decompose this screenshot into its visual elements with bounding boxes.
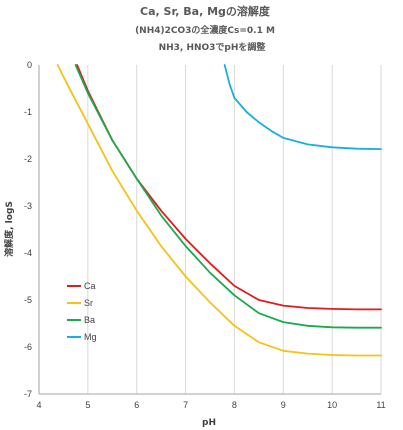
series-line-ba — [74, 64, 382, 329]
legend-label-sr: Sr — [84, 298, 93, 308]
y-tick-label-2: -2 — [24, 154, 32, 164]
legend-label-mg: Mg — [84, 332, 97, 342]
y-tick-labels: 0 -1 -2 -3 -4 -5 -6 -7 — [24, 60, 32, 399]
x-axis-label: pH — [202, 418, 216, 428]
y-tick-label-3: -3 — [24, 201, 32, 211]
chart-title: Ca, Sr, Ba, Mgの溶解度 — [140, 4, 271, 18]
y-tick-label-4: -4 — [24, 248, 32, 258]
chart-subtitle-1: (NH4)2CO3の全濃度Cs=0.1 M — [135, 24, 275, 36]
y-tick-label-7: -7 — [24, 389, 32, 399]
y-tick-label-6: -6 — [24, 342, 32, 352]
legend: Ca Sr Ba Mg — [67, 281, 97, 342]
legend-label-ba: Ba — [84, 315, 95, 325]
x-tick-label-1: 5 — [85, 400, 90, 410]
legend-label-ca: Ca — [84, 281, 96, 291]
chart-subtitle-2: NH3, HNO3でpHを調整 — [159, 41, 266, 53]
x-tick-label-7: 11 — [376, 400, 385, 410]
x-tick-label-4: 8 — [232, 400, 237, 410]
x-tick-label-0: 4 — [36, 400, 41, 410]
y-tick-label-5: -5 — [24, 295, 32, 305]
x-tick-labels: 4 5 6 7 8 9 10 11 — [36, 400, 385, 410]
y-tick-label-1: -1 — [24, 107, 32, 117]
series-line-sr — [56, 64, 382, 357]
x-tick-label-5: 9 — [281, 400, 286, 410]
x-tick-label-2: 6 — [134, 400, 139, 410]
series-lines — [56, 64, 382, 357]
y-tick-label-0: 0 — [27, 60, 32, 70]
series-line-mg — [223, 64, 382, 151]
y-axis-label: 溶解度, logS — [3, 201, 15, 257]
axes — [38, 65, 381, 395]
x-tick-label-6: 10 — [327, 400, 337, 410]
gridlines — [38, 65, 382, 394]
x-tick-label-3: 7 — [183, 400, 188, 410]
